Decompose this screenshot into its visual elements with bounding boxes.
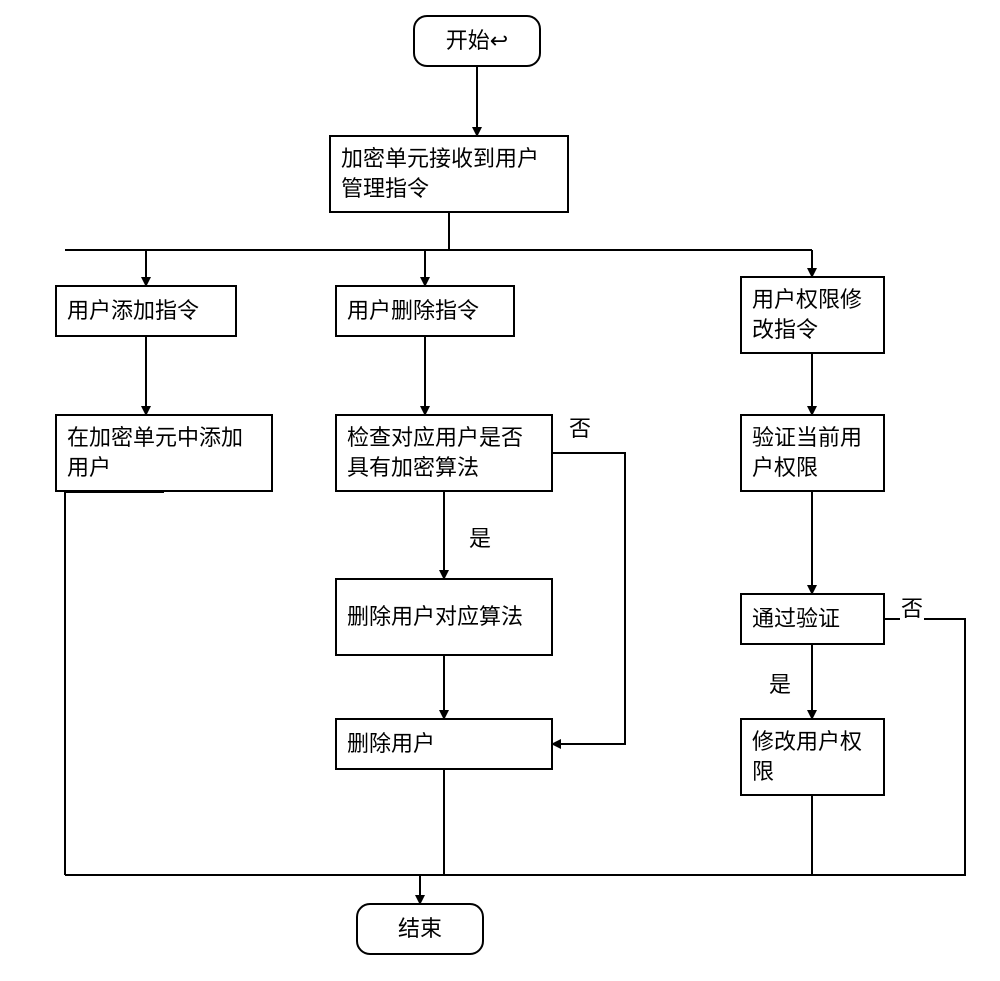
node-label: 在加密单元中添加用户 bbox=[67, 423, 261, 482]
node-label: 开始↩ bbox=[446, 26, 508, 56]
node-label: 删除用户 bbox=[347, 729, 435, 759]
edge-label-check-yes: 是 bbox=[468, 528, 492, 550]
node-label: 修改用户权限 bbox=[752, 727, 873, 786]
node-mod-perm: 修改用户权限 bbox=[740, 718, 885, 796]
node-label: 检查对应用户是否具有加密算法 bbox=[347, 423, 541, 482]
node-label: 删除用户对应算法 bbox=[347, 602, 523, 632]
node-label: 用户添加指令 bbox=[67, 296, 199, 326]
node-start: 开始↩ bbox=[413, 15, 541, 67]
node-receive: 加密单元接收到用户管理指令 bbox=[329, 135, 569, 213]
node-del-cmd: 用户删除指令 bbox=[335, 285, 515, 337]
node-label: 加密单元接收到用户管理指令 bbox=[341, 144, 557, 203]
edge-label-pass-no: 否 bbox=[900, 598, 924, 620]
node-label: 结束 bbox=[398, 914, 442, 944]
flowchart-canvas: 开始↩ 加密单元接收到用户管理指令 用户添加指令 用户删除指令 用户权限修改指令… bbox=[0, 0, 1000, 981]
node-label: 用户权限修改指令 bbox=[752, 285, 873, 344]
node-verify-perm: 验证当前用户权限 bbox=[740, 414, 885, 492]
node-del-algo: 删除用户对应算法 bbox=[335, 578, 553, 656]
node-label: 验证当前用户权限 bbox=[752, 423, 873, 482]
node-add-user: 在加密单元中添加用户 bbox=[55, 414, 273, 492]
node-check-algo: 检查对应用户是否具有加密算法 bbox=[335, 414, 553, 492]
edge-label-pass-yes: 是 bbox=[768, 674, 792, 696]
node-end: 结束 bbox=[356, 903, 484, 955]
node-del-user: 删除用户 bbox=[335, 718, 553, 770]
node-label: 用户删除指令 bbox=[347, 296, 479, 326]
node-label: 通过验证 bbox=[752, 604, 840, 634]
node-add-cmd: 用户添加指令 bbox=[55, 285, 237, 337]
edge-label-check-no: 否 bbox=[568, 418, 592, 440]
node-perm-cmd: 用户权限修改指令 bbox=[740, 276, 885, 354]
node-pass-verify: 通过验证 bbox=[740, 593, 885, 645]
